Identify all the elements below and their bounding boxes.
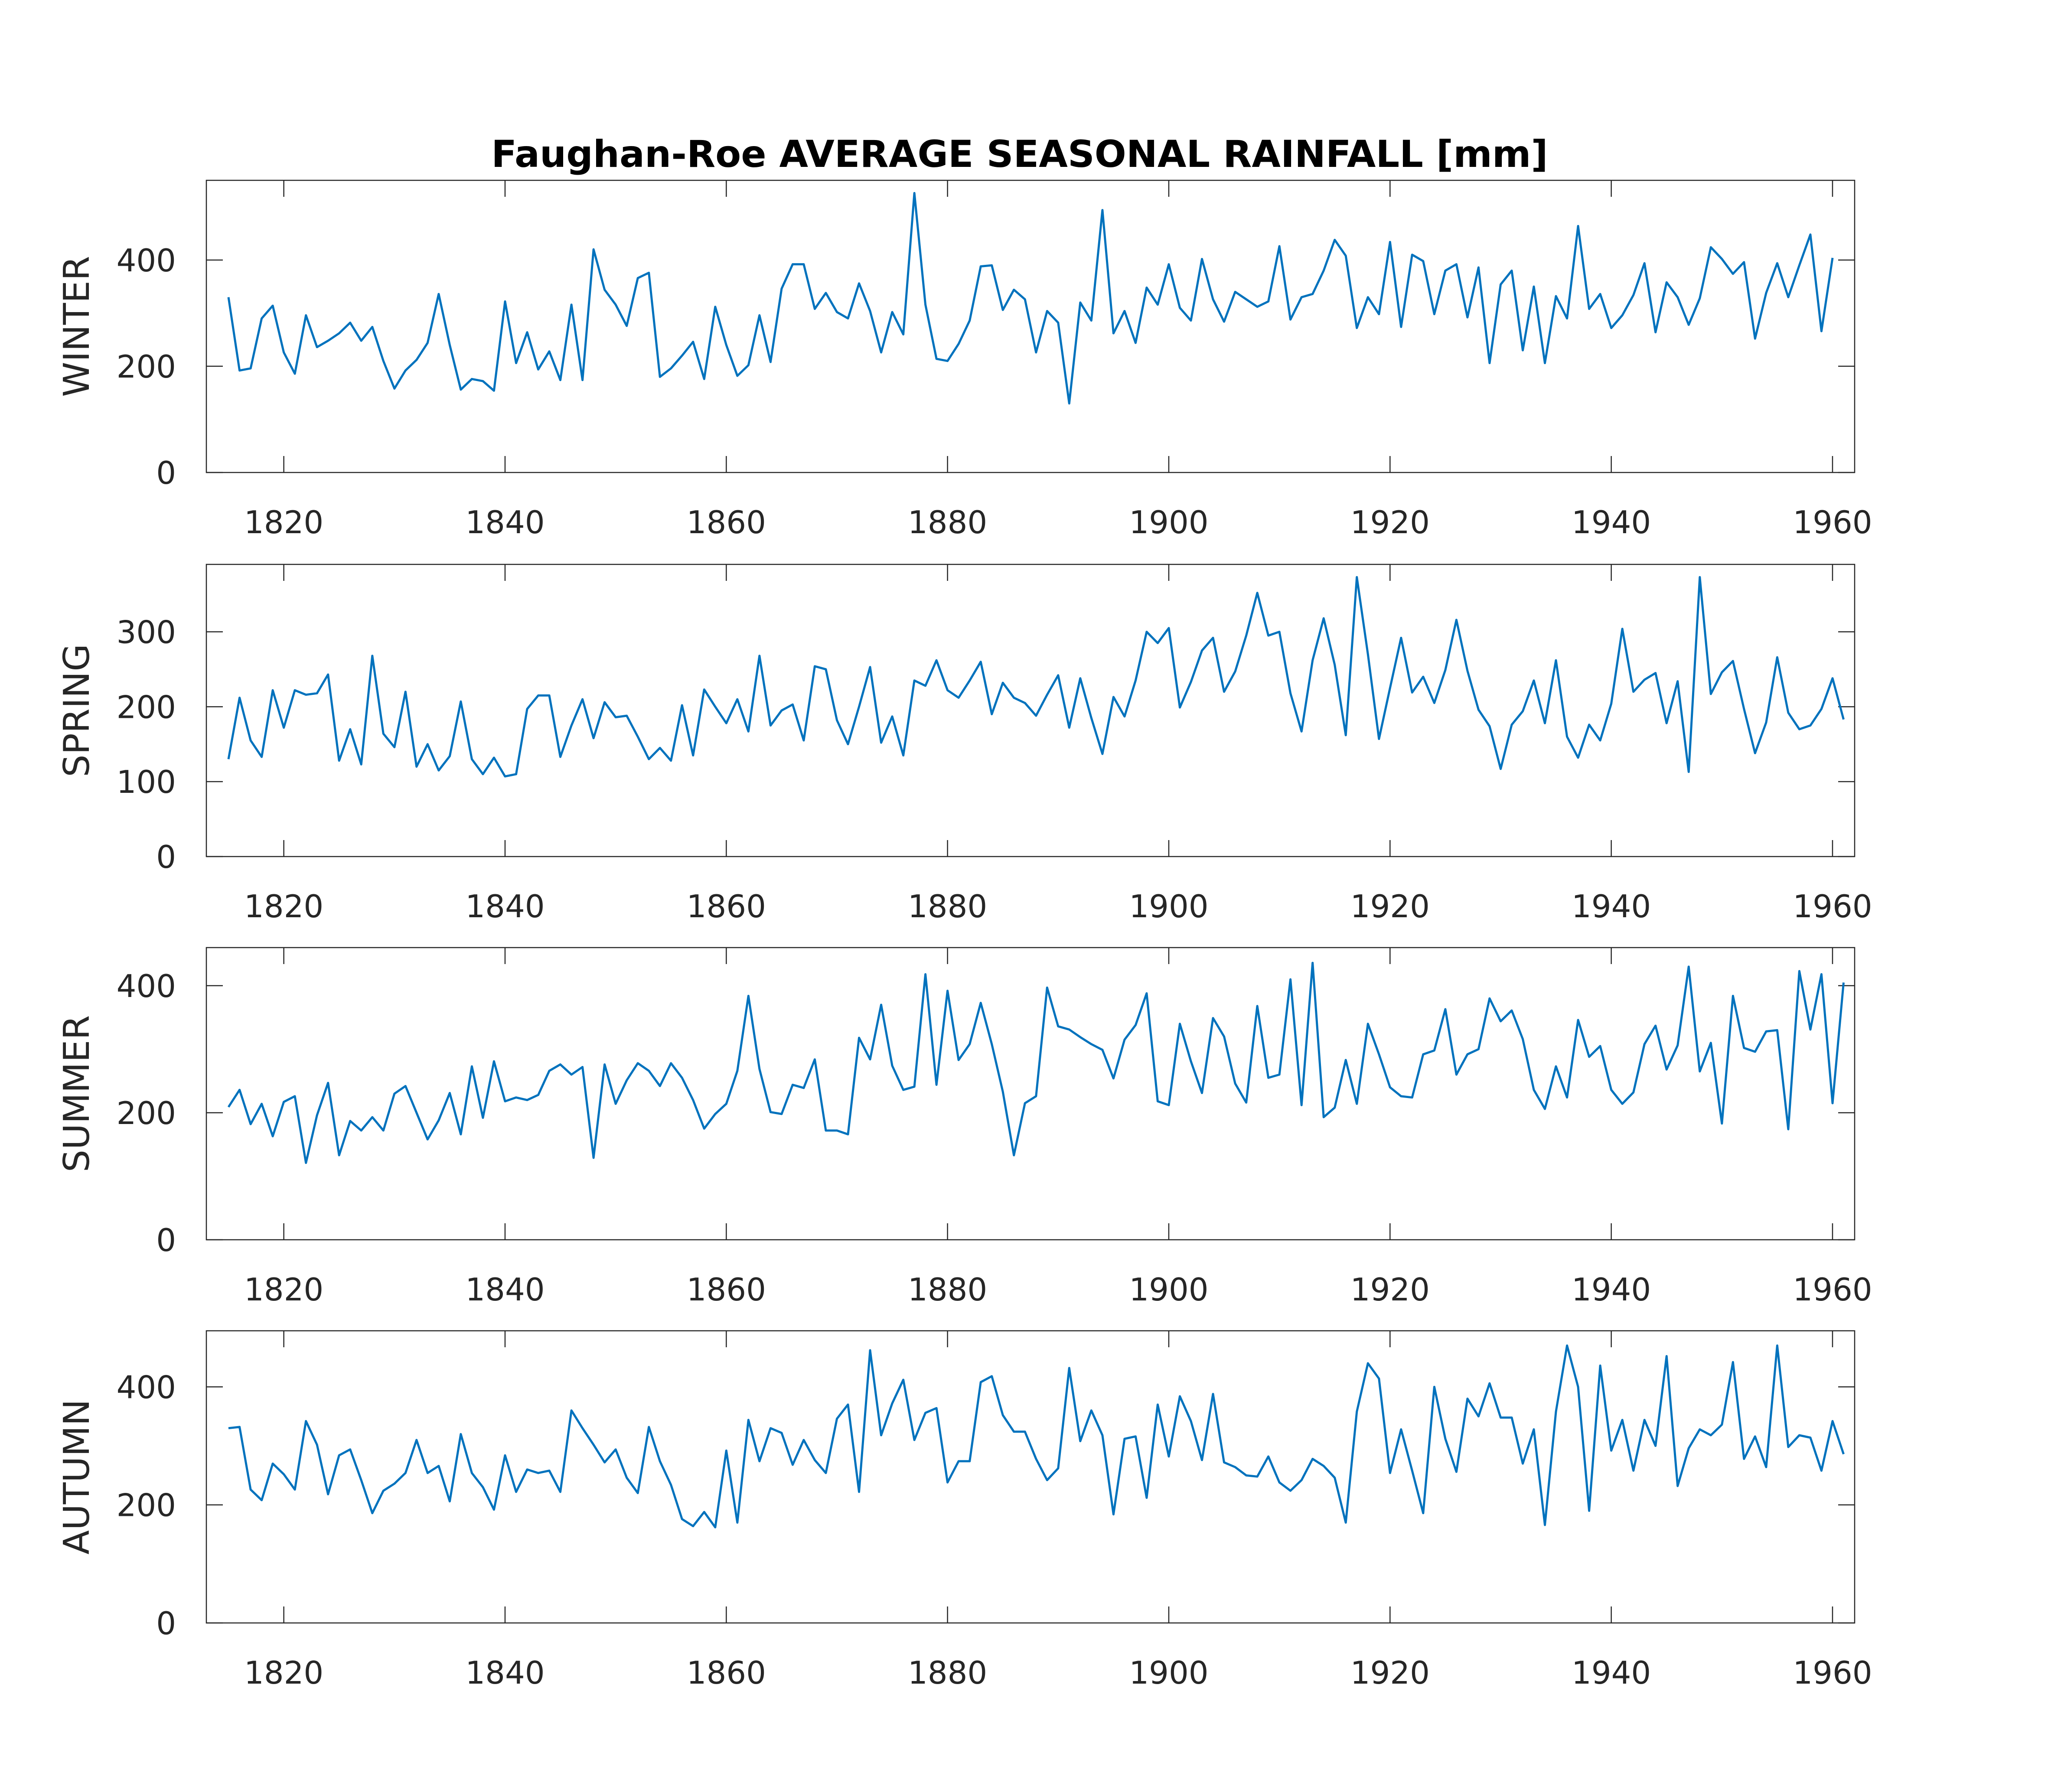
summer-series-line xyxy=(227,961,1845,1164)
winter-xtick-label: 1820 xyxy=(244,504,323,541)
autumn-xtick-label: 1900 xyxy=(1129,1655,1208,1691)
spring-ytick-label: 100 xyxy=(117,764,176,800)
summer-xtick-label: 1920 xyxy=(1350,1271,1430,1308)
autumn-xtick-label: 1920 xyxy=(1350,1655,1430,1691)
winter-xtick-label: 1840 xyxy=(465,504,545,541)
autumn-panel: 0 200 400 1820 1840 1860 1880 1900 1920 1940 1960 A… xyxy=(56,1330,1872,1691)
spring-series-line xyxy=(227,576,1845,778)
winter-series-line xyxy=(227,192,1834,405)
spring-xtick-label: 1820 xyxy=(244,888,323,925)
summer-ylabel: SUMMER xyxy=(56,1015,98,1172)
autumn-xtick-label: 1820 xyxy=(244,1655,323,1691)
spring-ytick-label: 0 xyxy=(156,839,176,875)
summer-xtick-label: 1880 xyxy=(908,1271,987,1308)
winter-xtick-label: 1960 xyxy=(1793,504,1872,541)
autumn-ylabel: AUTUMN xyxy=(56,1399,98,1554)
summer-ytick-label: 200 xyxy=(117,1095,176,1131)
spring-xtick-label: 1900 xyxy=(1129,888,1208,925)
autumn-ytick-label: 400 xyxy=(117,1369,176,1405)
winter-ytick-label: 200 xyxy=(117,349,176,385)
spring-xtick-label: 1840 xyxy=(465,888,545,925)
spring-ytick-label: 200 xyxy=(117,689,176,725)
winter-xtick-label: 1860 xyxy=(687,504,766,541)
spring-xtick-label: 1860 xyxy=(687,888,766,925)
summer-ytick-label: 400 xyxy=(117,968,176,1004)
winter-xtick-label: 1900 xyxy=(1129,504,1208,541)
autumn-series-line xyxy=(228,1344,1845,1528)
spring-xtick-label: 1920 xyxy=(1350,888,1430,925)
spring-ylabel: SPRING xyxy=(56,644,98,777)
autumn-xtick-label: 1860 xyxy=(687,1655,766,1691)
spring-panel: 0 100 200 300 1820 1840 1860 1880 1900 1920 1940 19… xyxy=(56,564,1872,925)
winter-xtick-label: 1920 xyxy=(1350,504,1430,541)
autumn-xtick-label: 1840 xyxy=(465,1655,545,1691)
spring-xtick-label: 1960 xyxy=(1793,888,1872,925)
summer-xtick-label: 1940 xyxy=(1572,1271,1651,1308)
autumn-axes-box xyxy=(205,1330,1856,1624)
spring-axes-box xyxy=(205,564,1856,857)
winter-ytick-label: 400 xyxy=(117,242,176,279)
spring-xtick-label: 1880 xyxy=(908,888,987,925)
winter-xtick-label: 1880 xyxy=(908,504,987,541)
autumn-xtick-label: 1940 xyxy=(1572,1655,1651,1691)
summer-xtick-label: 1840 xyxy=(465,1271,545,1308)
summer-ytick-label: 0 xyxy=(156,1222,176,1258)
autumn-xtick-label: 1960 xyxy=(1793,1655,1872,1691)
summer-panel: 0 200 400 1820 1840 1860 1880 1900 1920 1940 1960 S… xyxy=(56,947,1872,1308)
summer-xtick-label: 1860 xyxy=(687,1271,766,1308)
autumn-xtick-label: 1880 xyxy=(908,1655,987,1691)
summer-axes-box xyxy=(205,947,1856,1241)
winter-ylabel: WINTER xyxy=(56,256,98,397)
autumn-ytick-label: 200 xyxy=(117,1487,176,1524)
spring-xtick-label: 1940 xyxy=(1572,888,1651,925)
autumn-ytick-label: 0 xyxy=(156,1605,176,1642)
winter-xtick-label: 1940 xyxy=(1572,504,1651,541)
summer-xtick-label: 1960 xyxy=(1793,1271,1872,1308)
spring-ytick-label: 300 xyxy=(117,614,176,651)
summer-xtick-label: 1820 xyxy=(244,1271,323,1308)
winter-panel: 0 200 400 1820 1840 1860 1880 1900 1920 1940 1960 W… xyxy=(56,179,1872,541)
chart-title: Faughan-Roe AVERAGE SEASONAL RAINFALL [m… xyxy=(491,133,1548,176)
winter-axes-box xyxy=(205,179,1856,473)
summer-xtick-label: 1900 xyxy=(1129,1271,1208,1308)
winter-ytick-label: 0 xyxy=(156,455,176,491)
